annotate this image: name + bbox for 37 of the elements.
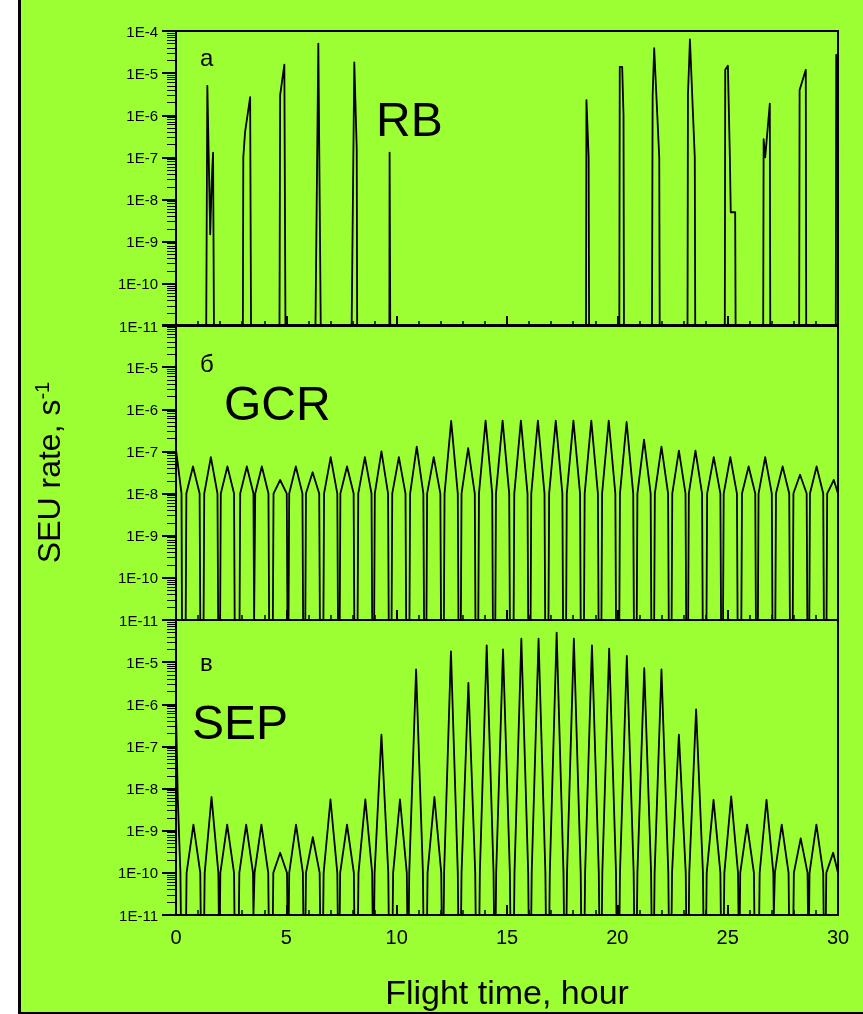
y-tick-label: 1E-10	[117, 569, 158, 587]
x-axis-title: Flight time, hour	[385, 973, 629, 1011]
y-tick-label: 1E-5	[126, 64, 158, 82]
x-tick-label: 25	[716, 926, 739, 948]
y-tick-label: 1E-9	[126, 233, 158, 251]
x-tick-label: 30	[826, 926, 850, 948]
y-tick-label: 1E-5	[126, 358, 158, 376]
x-tick-label: 15	[495, 926, 519, 948]
annotation: б	[200, 349, 214, 377]
annotation: SEP	[192, 695, 289, 749]
annotation: в	[200, 648, 213, 676]
y-tick-label: 1E-7	[126, 737, 158, 755]
y-tick-label: 1E-5	[126, 653, 158, 671]
y-tick-label: 1E-7	[126, 148, 158, 166]
y-tick-label: 1E-10	[117, 275, 158, 293]
annotation: RB	[376, 92, 443, 146]
x-tick-label: 20	[606, 926, 629, 948]
y-tick-label: 1E-11	[119, 317, 158, 335]
y-tick-label: 1E-9	[126, 822, 158, 840]
x-tick-label: 5	[280, 926, 292, 948]
y-axis-title: SEU rate, s-1	[31, 381, 67, 564]
y-tick-label: 1E-8	[126, 780, 158, 798]
y-tick-label: 1E-10	[117, 864, 158, 882]
y-tick-label: 1E-8	[126, 191, 158, 209]
y-tick-label: 1E-8	[126, 485, 158, 503]
y-tick-label: 1E-4	[126, 22, 158, 40]
y-tick-label: 1E-7	[126, 442, 158, 460]
annotation: a	[200, 43, 214, 71]
y-tick-label: 1E-11	[119, 611, 158, 629]
y-tick-label: 1E-6	[126, 400, 158, 418]
y-tick-label: 1E-11	[119, 906, 158, 924]
y-tick-label: 1E-6	[126, 106, 158, 124]
y-tick-label: 1E-6	[126, 695, 158, 713]
x-tick-label: 10	[385, 926, 408, 948]
annotation: GCR	[224, 376, 331, 430]
x-tick-label: 0	[170, 926, 182, 948]
y-tick-label: 1E-9	[126, 527, 158, 545]
